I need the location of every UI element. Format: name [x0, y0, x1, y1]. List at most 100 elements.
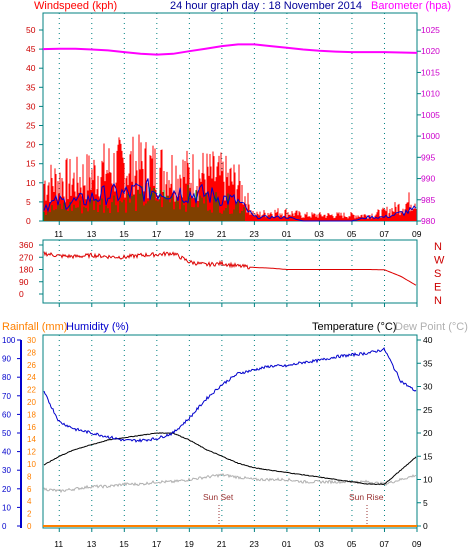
direction-tick-label: 180 — [19, 265, 33, 275]
hour-tick-label: 13 — [87, 539, 97, 549]
direction-tick-label: 0 — [19, 289, 24, 299]
hour-tick-label: 01 — [282, 539, 292, 549]
temperature-tick-label: 30 — [423, 382, 433, 392]
windspeed-tick-label: 30 — [26, 101, 36, 111]
temperature-tick-label: 35 — [423, 358, 433, 368]
humidity-tick-label: 30 — [2, 466, 11, 475]
windspeed-tick-label: 25 — [26, 121, 36, 131]
direction-tick-label: 360 — [19, 240, 33, 250]
hour-tick-label: 21 — [217, 539, 227, 549]
hour-tick-label: 05 — [347, 539, 357, 549]
rainfall-label: Rainfall (mm) — [2, 321, 67, 333]
barometer-tick-label: 995 — [421, 152, 435, 162]
rainfall-tick-label: 0 — [27, 522, 32, 531]
humidity-label: Humidity (%) — [66, 321, 129, 333]
direction-tick-label: 270 — [19, 252, 33, 262]
windspeed-tick-label: 0 — [26, 216, 31, 226]
rainfall-tick-label: 30 — [27, 336, 36, 345]
windspeed-tick-label: 15 — [26, 159, 36, 169]
rainfall-tick-label: 14 — [27, 435, 36, 444]
hour-tick-label: 05 — [347, 229, 357, 239]
sunset-label: Sun Set — [203, 492, 234, 502]
hour-tick-label: 17 — [152, 229, 162, 239]
direction-panel-frame — [42, 239, 418, 304]
temperature-tick-label: 25 — [423, 405, 433, 415]
temperature-tick-label: 5 — [423, 498, 428, 508]
rainfall-tick-label: 10 — [27, 460, 36, 469]
temperature-label: Temperature (°C) — [312, 321, 396, 333]
temperature-tick-label: 10 — [423, 475, 433, 485]
temperature-line — [43, 432, 417, 486]
hour-tick-label: 09 — [412, 539, 422, 549]
barometer-tick-label: 990 — [421, 174, 435, 184]
humidity-tick-label: 80 — [2, 373, 11, 382]
rainfall-tick-label: 22 — [27, 386, 36, 395]
humidity-tick-label: 20 — [2, 485, 11, 494]
sunrise-label: Sun Rise — [349, 492, 384, 502]
humidity-tick-label: 60 — [2, 410, 11, 419]
hour-tick-label: 19 — [184, 229, 194, 239]
rainfall-tick-label: 2 — [27, 510, 32, 519]
humidity-line — [43, 347, 417, 443]
rainfall-tick-label: 24 — [27, 373, 36, 382]
humidity-tick-label: 10 — [2, 503, 11, 512]
compass-label: N — [434, 241, 442, 253]
rainfall-tick-label: 28 — [27, 348, 36, 357]
compass-label: N — [434, 295, 442, 307]
rainfall-tick-label: 26 — [27, 361, 36, 370]
rainfall-tick-label: 6 — [27, 485, 32, 494]
windspeed-tick-label: 5 — [26, 197, 31, 207]
barometer-tick-label: 1000 — [421, 131, 440, 141]
wind-average-line — [43, 178, 417, 222]
humidity-tick-label: 90 — [2, 355, 11, 364]
windspeed-tick-label: 50 — [26, 25, 36, 35]
hour-tick-label: 07 — [379, 229, 389, 239]
temperature-tick-label: 0 — [423, 521, 428, 531]
barometer-line — [42, 43, 418, 56]
hour-tick-label: 11 — [54, 229, 63, 239]
hour-tick-label: 15 — [119, 539, 129, 549]
temperature-tick-label: 15 — [423, 451, 433, 461]
hour-tick-label: 15 — [119, 229, 129, 239]
humidity-tick-label: 70 — [2, 392, 11, 401]
temperature-tick-label: 40 — [423, 335, 433, 345]
humidity-tick-label: 0 — [2, 522, 7, 531]
barometer-tick-label: 1020 — [421, 46, 440, 56]
barometer-tick-label: 980 — [421, 216, 435, 226]
rainfall-tick-label: 20 — [27, 398, 36, 407]
rainfall-tick-label: 16 — [27, 423, 36, 432]
barometer-label: Barometer (hpa) — [371, 0, 451, 12]
rainfall-tick-label: 8 — [27, 472, 32, 481]
rainfall-tick-label: 12 — [27, 448, 36, 457]
humidity-tick-label: 40 — [2, 448, 11, 457]
humidity-tick-label: 50 — [2, 429, 11, 438]
hour-tick-label: 21 — [217, 229, 227, 239]
hour-tick-label: 17 — [152, 539, 162, 549]
humidity-tick-label: 100 — [2, 336, 16, 345]
hour-tick-label: 19 — [184, 539, 194, 549]
chart-title: 24 hour graph day : 18 November 2014 — [170, 0, 362, 12]
compass-label: W — [434, 255, 445, 267]
hour-tick-label: 13 — [87, 229, 97, 239]
windspeed-tick-label: 40 — [26, 63, 36, 73]
compass-label: E — [434, 282, 441, 294]
windspeed-label: Windspeed (kph) — [34, 0, 117, 12]
hour-tick-label: 03 — [314, 539, 324, 549]
hour-tick-label: 11 — [54, 539, 63, 549]
windspeed-tick-label: 20 — [26, 140, 36, 150]
barometer-tick-label: 1025 — [421, 25, 440, 35]
wind-direction-line — [43, 251, 417, 286]
climate-panel-frame — [42, 334, 418, 529]
compass-label: S — [434, 268, 441, 280]
hour-tick-label: 09 — [412, 229, 422, 239]
windspeed-tick-label: 10 — [26, 178, 36, 188]
hour-tick-label: 23 — [249, 229, 259, 239]
windspeed-tick-label: 45 — [26, 44, 36, 54]
hour-tick-label: 03 — [314, 229, 324, 239]
barometer-tick-label: 1010 — [421, 89, 440, 99]
rainfall-tick-label: 4 — [27, 497, 32, 506]
barometer-tick-label: 1015 — [421, 67, 440, 77]
hour-tick-label: 01 — [282, 229, 292, 239]
hour-tick-label: 07 — [379, 539, 389, 549]
